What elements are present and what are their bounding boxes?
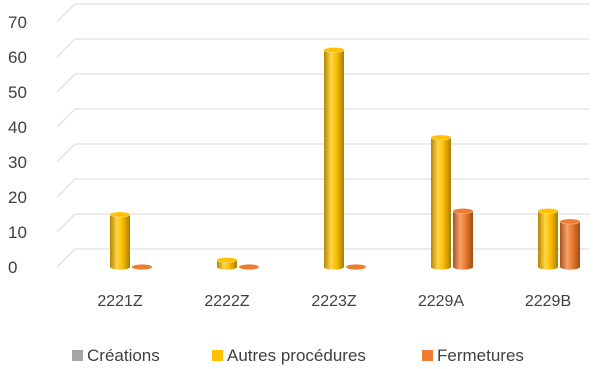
legend-item-1: Autres procédures	[212, 346, 366, 365]
bar-Autres procédures-2223Z	[323, 47, 345, 270]
bar-Autres procédures-2222Z	[216, 257, 238, 270]
bar-body	[453, 211, 473, 270]
bar-top	[430, 134, 452, 141]
legend-label: Créations	[87, 346, 160, 365]
gridlines	[56, 3, 590, 268]
legend-label: Autres procédures	[227, 346, 366, 365]
bars	[109, 47, 581, 270]
gridline	[56, 178, 590, 198]
legend-swatch	[212, 350, 223, 361]
legend-item-2: Fermetures	[422, 346, 524, 365]
y-tick-label: 50	[8, 83, 27, 102]
gridline	[56, 143, 590, 163]
bar-Autres procédures-2229B	[537, 208, 559, 270]
bar-Fermetures-2223Z	[346, 264, 366, 270]
bar-top	[537, 208, 559, 214]
x-category-label: 2221Z	[97, 293, 143, 310]
x-category-label: 2229A	[418, 293, 465, 310]
legend: Créations Autres procédures Fermetures	[72, 346, 524, 365]
bar-Fermetures-2221Z	[132, 264, 152, 270]
y-tick-label: 0	[8, 258, 17, 277]
bar-top	[216, 257, 238, 263]
bar-Fermetures-2229B	[559, 218, 581, 270]
x-category-label: 2229B	[525, 293, 571, 310]
y-tick-label: 20	[8, 188, 27, 207]
gridline	[56, 248, 590, 268]
bar-body	[110, 214, 130, 270]
legend-swatch	[72, 350, 83, 361]
gridline	[56, 73, 590, 93]
legend-item-0: Créations	[72, 346, 160, 365]
y-tick-label: 60	[8, 48, 27, 67]
bar-Autres procédures-2221Z	[109, 211, 131, 270]
bar-top	[452, 208, 474, 214]
bar-base	[239, 264, 259, 270]
bar-base	[132, 264, 152, 270]
bar-top	[323, 47, 345, 53]
bar-top	[559, 218, 581, 225]
y-tick-label: 10	[8, 223, 27, 242]
x-category-label: 2222Z	[204, 293, 250, 310]
legend-swatch	[422, 350, 433, 361]
bar-body	[324, 50, 344, 270]
y-tick-label: 40	[8, 118, 27, 137]
bar-body	[431, 137, 451, 270]
y-axis-ticks: 0 10 20 30 40 50 60 70	[8, 13, 27, 277]
bar-Fermetures-2229A	[452, 208, 474, 270]
legend-label: Fermetures	[437, 346, 524, 365]
gridline	[56, 108, 590, 128]
bar-top	[109, 211, 131, 218]
x-category-label: 2223Z	[311, 293, 357, 310]
y-tick-label: 30	[8, 153, 27, 172]
bar-body	[538, 211, 558, 270]
gridline	[56, 38, 590, 58]
gridline	[56, 3, 590, 23]
x-axis-categories: 2221Z 2222Z 2223Z 2229A 2229B	[97, 293, 571, 310]
gridline	[56, 213, 590, 233]
bar-base	[346, 264, 366, 270]
bar-Autres procédures-2229A	[430, 134, 452, 270]
y-tick-label: 70	[8, 13, 27, 32]
bar-Fermetures-2222Z	[239, 264, 259, 270]
bar-body	[560, 221, 580, 270]
